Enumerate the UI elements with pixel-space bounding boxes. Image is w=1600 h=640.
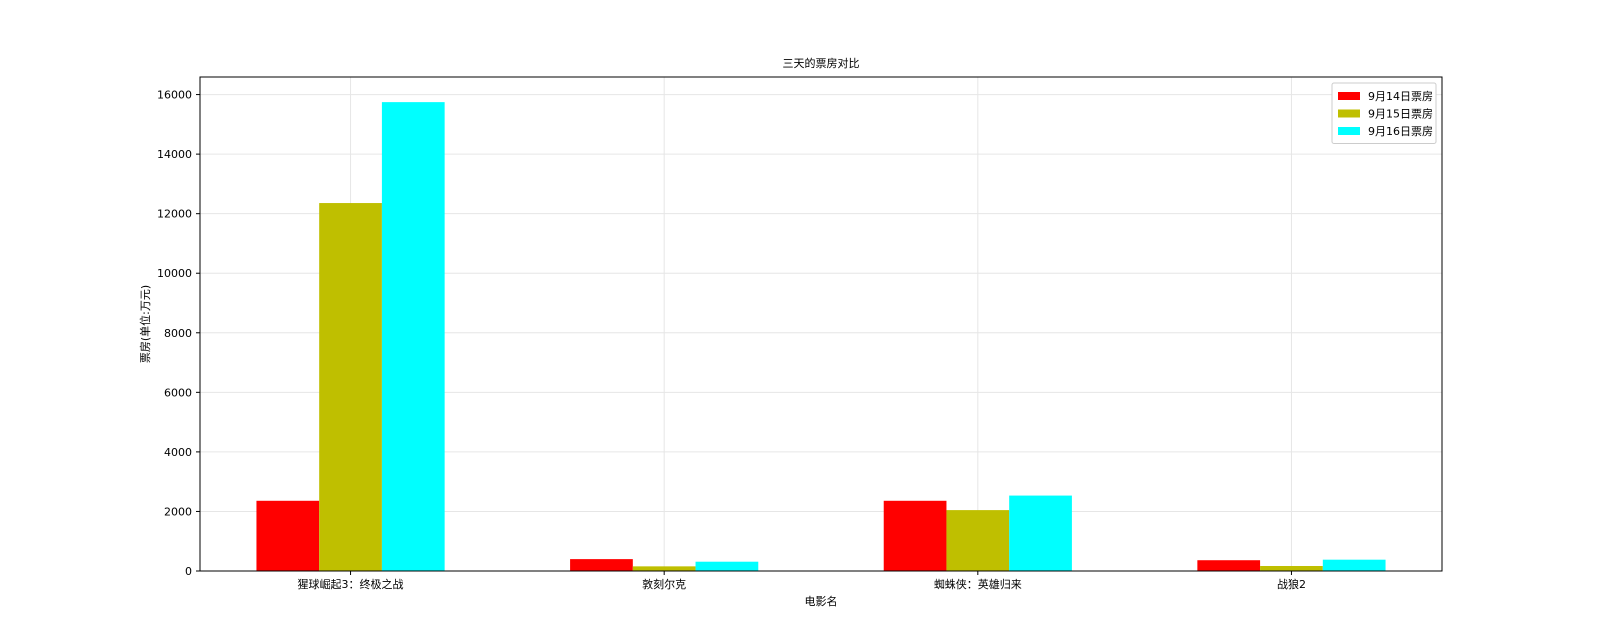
bar bbox=[1260, 565, 1323, 571]
bar bbox=[1009, 495, 1072, 571]
bar bbox=[256, 500, 320, 571]
legend-swatch bbox=[1338, 127, 1360, 135]
legend-label: 9月15日票房 bbox=[1368, 108, 1433, 121]
y-tick-label: 2000 bbox=[164, 505, 192, 518]
y-tick-label: 14000 bbox=[157, 148, 192, 161]
chart-title: 三天的票房对比 bbox=[783, 56, 860, 70]
bar bbox=[319, 203, 382, 571]
x-tick-label: 敦刻尔克 bbox=[642, 577, 686, 591]
x-axis-label: 电影名 bbox=[805, 594, 838, 608]
y-tick-label: 0 bbox=[185, 565, 192, 578]
bar bbox=[695, 561, 759, 571]
y-axis-label: 票房(单位:万元) bbox=[138, 285, 152, 363]
legend: 9月14日票房 9月15日票房 9月16日票房 bbox=[1331, 82, 1437, 144]
bar bbox=[632, 566, 696, 571]
bar bbox=[381, 102, 445, 571]
bar bbox=[883, 500, 947, 571]
bars bbox=[256, 102, 1386, 571]
axes-frame bbox=[199, 76, 1443, 572]
bar bbox=[1322, 559, 1386, 571]
x-tick-label: 猩球崛起3：终极之战 bbox=[298, 577, 404, 591]
y-tick-label: 6000 bbox=[164, 386, 192, 399]
y-tick-label: 12000 bbox=[157, 208, 192, 221]
legend-swatch bbox=[1338, 92, 1360, 100]
bar bbox=[946, 510, 1010, 571]
bar bbox=[1197, 560, 1261, 571]
legend-label: 9月14日票房 bbox=[1368, 90, 1433, 103]
legend-label: 9月16日票房 bbox=[1368, 125, 1433, 138]
y-tick-label: 8000 bbox=[164, 327, 192, 340]
x-tick-label: 战狼2 bbox=[1277, 577, 1306, 591]
x-tick-label: 蜘蛛侠：英雄归来 bbox=[934, 577, 1022, 591]
y-tick-label: 16000 bbox=[157, 89, 192, 102]
legend-swatch bbox=[1338, 109, 1360, 118]
y-tick-label: 10000 bbox=[157, 267, 192, 280]
x-axis-ticks: 猩球崛起3：终极之战 敦刻尔克 蜘蛛侠：英雄归来 战狼2 bbox=[298, 571, 1306, 591]
y-tick-label: 4000 bbox=[164, 446, 192, 459]
y-axis-ticks: 0 2000 4000 6000 8000 10000 12000 14000 16000 bbox=[157, 89, 200, 578]
bar bbox=[570, 559, 633, 571]
